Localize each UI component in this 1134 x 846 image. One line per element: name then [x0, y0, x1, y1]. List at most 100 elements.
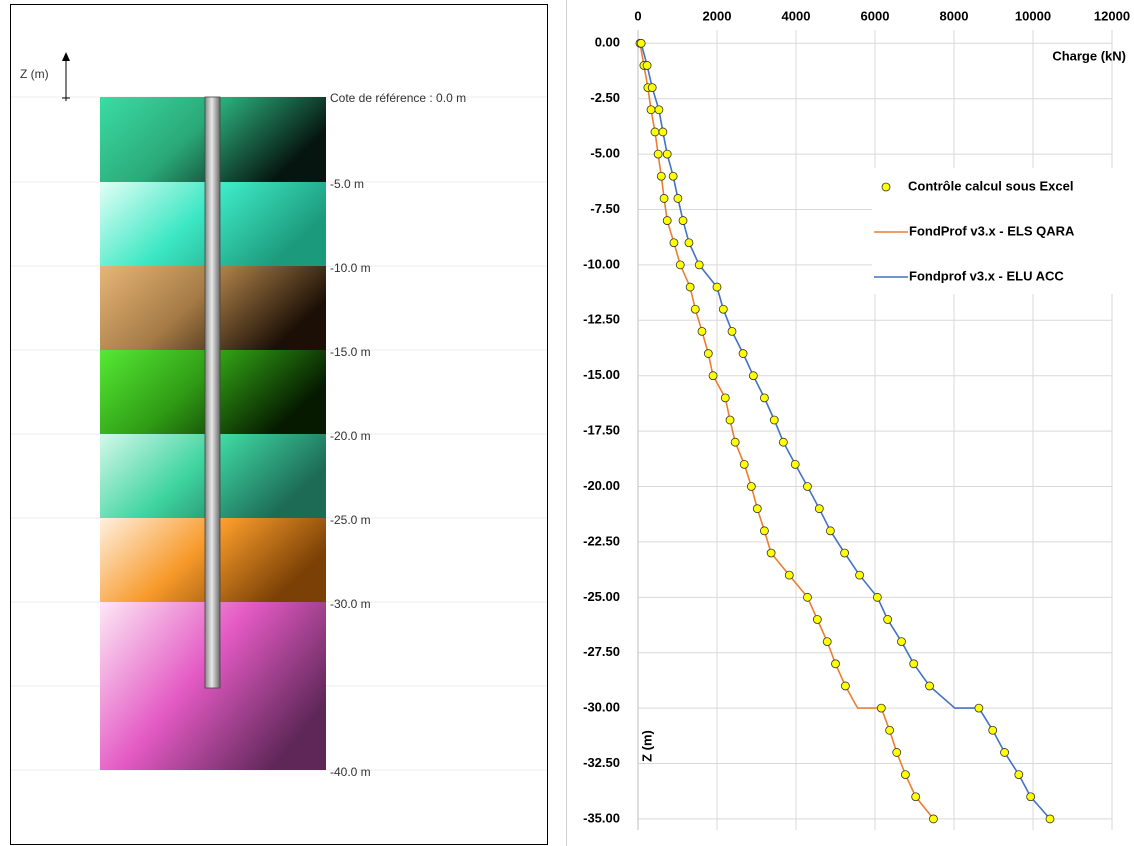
check-marker: [739, 350, 747, 358]
check-marker: [823, 638, 831, 646]
y-tick-label: 0.00: [595, 35, 620, 50]
check-marker: [770, 416, 778, 424]
y-tick-label: -25.00: [583, 589, 620, 604]
y-tick-label: -20.00: [583, 478, 620, 493]
check-marker: [877, 704, 885, 712]
check-marker: [648, 84, 656, 92]
check-marker: [815, 505, 823, 513]
level-label: -30.0 m: [330, 597, 371, 611]
x-tick-label: 10000: [1015, 8, 1051, 23]
y-tick-label: -5.00: [590, 146, 620, 161]
level-label: -40.0 m: [330, 765, 371, 779]
check-marker: [740, 460, 748, 468]
check-marker: [893, 748, 901, 756]
check-marker: [841, 549, 849, 557]
chart: 0200040006000800010000120000.00-2.50-5.0…: [567, 0, 1131, 846]
check-marker: [912, 793, 920, 801]
check-marker: [901, 771, 909, 779]
check-marker: [1027, 793, 1035, 801]
check-marker: [1046, 815, 1054, 823]
check-marker: [686, 283, 694, 291]
check-marker: [655, 106, 663, 114]
y-tick-label: -22.50: [583, 533, 620, 548]
check-marker: [659, 128, 667, 136]
check-marker: [803, 593, 811, 601]
check-marker: [719, 305, 727, 313]
check-marker: [803, 483, 811, 491]
check-marker: [685, 239, 693, 247]
check-marker: [760, 394, 768, 402]
legend-label: Fondprof v3.x - ELU ACC: [909, 268, 1064, 283]
check-marker: [760, 527, 768, 535]
check-marker: [698, 327, 706, 335]
x-tick-label: 8000: [940, 8, 969, 23]
check-marker: [728, 327, 736, 335]
check-marker: [989, 726, 997, 734]
check-marker: [886, 726, 894, 734]
check-marker: [873, 593, 881, 601]
level-label: -20.0 m: [330, 429, 371, 443]
y-tick-label: -30.00: [583, 700, 620, 715]
legend-marker: [882, 183, 890, 191]
check-marker: [663, 150, 671, 158]
z-axis-label: Z (m): [20, 67, 49, 81]
check-marker: [676, 261, 684, 269]
check-marker: [660, 194, 668, 202]
check-marker: [670, 239, 678, 247]
x-axis-title: Charge (kN): [1052, 48, 1126, 63]
page: Z (m) Cote de référence : 0.0 m -5.0 m -…: [0, 0, 1134, 846]
check-marker: [929, 815, 937, 823]
check-marker: [753, 505, 761, 513]
check-marker: [841, 682, 849, 690]
check-marker: [726, 416, 734, 424]
check-marker: [910, 660, 918, 668]
check-marker: [926, 682, 934, 690]
check-marker: [651, 128, 659, 136]
check-marker: [897, 638, 905, 646]
y-tick-label: -27.50: [583, 644, 620, 659]
check-marker: [826, 527, 834, 535]
x-tick-label: 4000: [782, 8, 811, 23]
y-tick-label: -32.50: [583, 755, 620, 770]
check-marker: [704, 350, 712, 358]
pile: [205, 97, 220, 688]
check-marker: [749, 372, 757, 380]
check-marker: [637, 39, 645, 47]
x-tick-label: 12000: [1094, 8, 1130, 23]
check-marker: [669, 172, 677, 180]
check-marker: [856, 571, 864, 579]
check-marker: [657, 172, 665, 180]
check-marker: [767, 549, 775, 557]
check-marker: [1015, 771, 1023, 779]
check-marker: [791, 460, 799, 468]
check-marker: [713, 283, 721, 291]
y-axis-title: Z (m): [639, 730, 654, 762]
check-marker: [832, 660, 840, 668]
check-marker: [813, 615, 821, 623]
check-marker: [695, 261, 703, 269]
check-marker: [654, 150, 662, 158]
legend-label: Contrôle calcul sous Excel: [908, 178, 1073, 193]
y-tick-label: -35.00: [583, 810, 620, 825]
check-marker: [647, 106, 655, 114]
level-label: Cote de référence : 0.0 m: [330, 91, 466, 105]
level-label: -10.0 m: [330, 261, 371, 275]
check-marker: [663, 217, 671, 225]
legend-label: FondProf v3.x - ELS QARA: [909, 223, 1075, 238]
check-marker: [785, 571, 793, 579]
y-tick-label: -7.50: [590, 201, 620, 216]
check-marker: [884, 615, 892, 623]
check-marker: [1001, 748, 1009, 756]
check-marker: [747, 483, 755, 491]
y-tick-label: -15.00: [583, 367, 620, 382]
x-tick-label: 6000: [861, 8, 890, 23]
check-marker: [779, 438, 787, 446]
check-marker: [643, 61, 651, 69]
y-tick-label: -17.50: [583, 423, 620, 438]
check-marker: [721, 394, 729, 402]
level-label: -25.0 m: [330, 513, 371, 527]
x-tick-label: 2000: [703, 8, 732, 23]
soil-profile: Z (m) Cote de référence : 0.0 m -5.0 m -…: [11, 5, 548, 845]
level-label: -15.0 m: [330, 345, 371, 359]
check-marker: [674, 194, 682, 202]
